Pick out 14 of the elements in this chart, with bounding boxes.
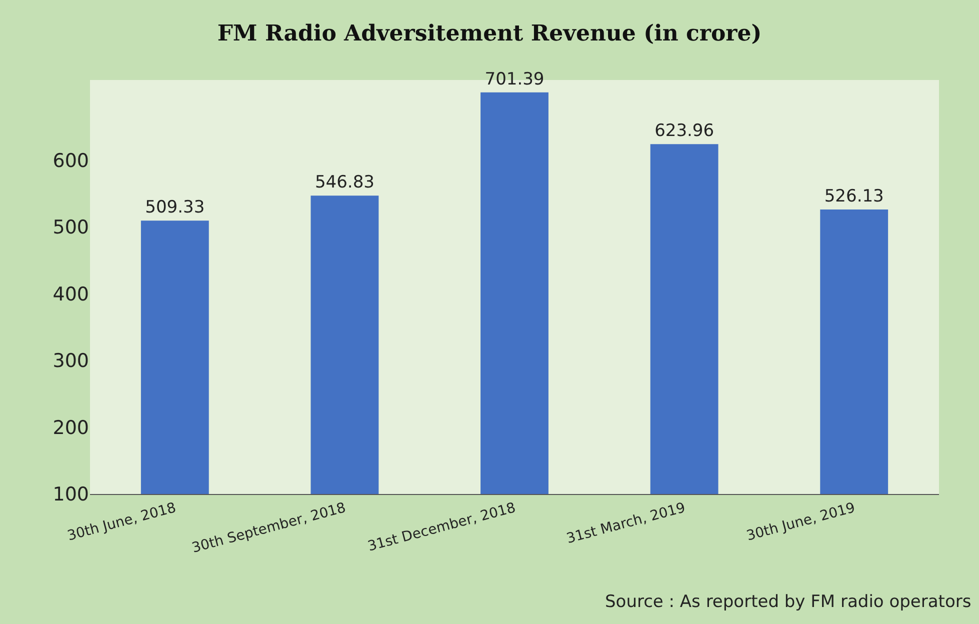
chart-title: FM Radio Adversitement Revenue (in crore): [217, 20, 762, 46]
y-tick-label: 500: [52, 216, 89, 239]
data-label: 701.39: [484, 69, 544, 90]
source-note: Source : As reported by FM radio operators: [605, 592, 972, 612]
y-tick-label: 600: [52, 150, 89, 172]
data-label: 509.33: [145, 198, 205, 218]
y-tick-label: 200: [52, 416, 89, 439]
data-label: 526.13: [824, 186, 884, 206]
data-label: 546.83: [314, 172, 374, 193]
y-tick-label: 300: [52, 350, 89, 372]
data-label: 623.96: [654, 121, 714, 142]
x-tick-label: 31st March, 2019: [564, 500, 688, 548]
y-tick-label: 400: [52, 283, 89, 306]
x-tick-label: 30th June, 2019: [744, 500, 857, 544]
